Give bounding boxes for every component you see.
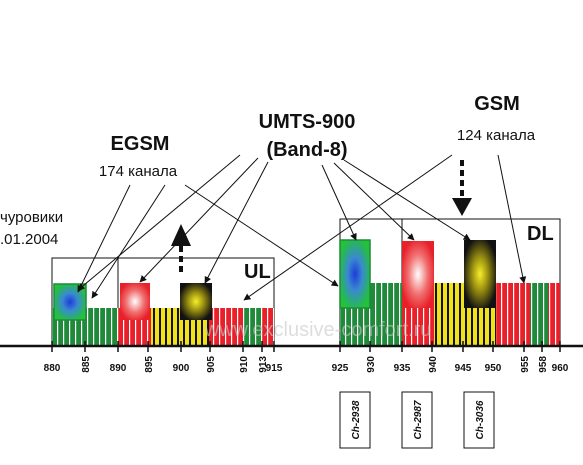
arrow-icon (343, 159, 471, 241)
arrow-icon (321, 164, 357, 241)
channel-number-boxes: Ch-2938 Ch-2987 Ch-3036 (339, 391, 495, 449)
axis-tick-label: 930 (366, 356, 377, 373)
ul-label: UL (244, 261, 271, 283)
ul-red-channels-2 (209, 308, 243, 346)
egsm-title: EGSM (111, 133, 170, 155)
arrow-icon (77, 154, 241, 291)
left-caption-line1: чуровики (0, 209, 63, 226)
axis-tick-label: 905 (206, 356, 217, 373)
dl-green-channels-2 (530, 283, 548, 346)
axis-tick-label: 958 (538, 356, 549, 373)
umts-subtitle: (Band-8) (266, 139, 347, 161)
channel-number-label: Ch-3036 (475, 400, 486, 439)
left-caption-line2: .01.2004 (0, 231, 58, 248)
ul-green-channels-2 (243, 308, 261, 346)
axis-tick-label: 955 (520, 356, 531, 373)
axis-tick-label: 940 (428, 356, 439, 373)
gsm-title: GSM (474, 93, 520, 115)
gsm-subtitle: 124 канала (457, 127, 536, 144)
channel-number-box (401, 391, 433, 449)
arrow-icon (91, 184, 166, 299)
dl-red-channels-3 (548, 283, 560, 346)
ul-red-channels-3 (261, 308, 274, 346)
arrow-icon (497, 154, 527, 284)
arrow-icon (184, 184, 339, 287)
dl-label: DL (527, 223, 554, 245)
channel-number-box (463, 391, 495, 449)
axis-tick-label: 925 (332, 363, 349, 374)
umts-ul-carrier-red (120, 283, 150, 320)
arrow-icon (77, 184, 131, 293)
egsm-subtitle: 174 канала (99, 163, 178, 180)
umts-dl-carrier-red (402, 241, 434, 308)
axis-tick-label: 895 (144, 356, 155, 373)
arrow-icon (139, 157, 259, 283)
axis-tick-label: 950 (485, 363, 502, 374)
umts-ul-carrier-yellow (180, 283, 212, 320)
axis-tick-label: 915 (266, 363, 283, 374)
channel-number-box (339, 391, 371, 449)
dl-red-channels-2 (496, 283, 530, 346)
umts-dl-carrier-blue (339, 239, 371, 309)
axis-tick-label: 880 (44, 363, 61, 374)
axis-tick-label: 910 (239, 356, 250, 373)
arrow-icon (204, 161, 269, 284)
umts-ul-carrier-blue (53, 283, 87, 321)
axis-tick-label: 890 (110, 363, 127, 374)
umts-title: UMTS-900 (259, 111, 356, 133)
axis-tick-label: 913 (258, 356, 269, 373)
axis-tick-label: 900 (173, 363, 190, 374)
umts-dl-carrier-yellow (464, 240, 496, 308)
dashed-arrow-up-head-icon (171, 224, 191, 246)
arrow-icon (333, 162, 415, 241)
axis-tick-label: 885 (81, 356, 92, 373)
axis-tick-label: 945 (455, 363, 472, 374)
arrow-icon (243, 154, 453, 301)
channel-number-label: Ch-2938 (351, 400, 362, 439)
axis-tick-label: 960 (552, 363, 569, 374)
dashed-arrow-head-icon (452, 198, 472, 216)
watermark: www.exclusive-comfort.ru (204, 319, 432, 341)
channel-number-label: Ch-2987 (413, 400, 424, 439)
axis-tick-label: 935 (394, 363, 411, 374)
